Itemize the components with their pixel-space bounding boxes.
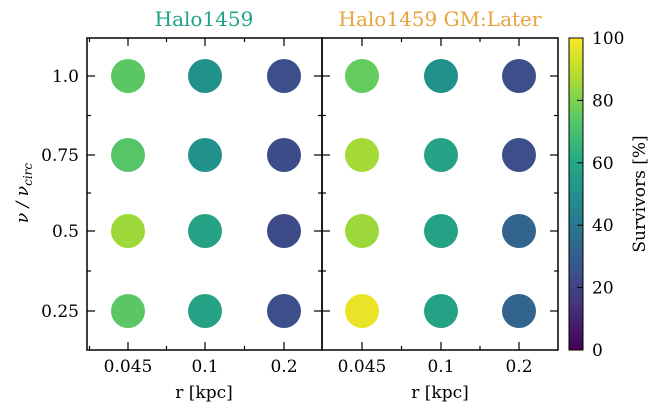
y-tick-label: 1.0	[52, 67, 79, 87]
data-point	[424, 59, 458, 93]
colorbar	[569, 38, 583, 350]
data-point	[188, 138, 222, 172]
chart-marks: 0.045 0.1 0.2 0.25 0.5 0.75 1.0 0.045 0.1 0.2	[41, 38, 558, 377]
data-point	[345, 214, 379, 248]
data-point	[502, 214, 536, 248]
x-tick-label: 0.2	[270, 357, 297, 377]
data-point	[345, 294, 379, 328]
data-point	[502, 294, 536, 328]
data-point	[188, 214, 222, 248]
colorbar-tick-label: 100	[592, 29, 624, 49]
y-tick-label: 0.25	[41, 302, 79, 322]
colorbar-tick-label: 40	[592, 216, 614, 236]
data-point	[424, 138, 458, 172]
data-point	[502, 138, 536, 172]
data-point	[424, 214, 458, 248]
colorbar-ticks: 0 20 40 60 80 100	[577, 29, 624, 361]
panel-2-title: Halo1459 GM:Later	[339, 7, 542, 31]
x-tick-label: 0.2	[505, 357, 532, 377]
data-point	[111, 59, 145, 93]
y-tick-label: 0.5	[52, 222, 79, 242]
data-point	[111, 138, 145, 172]
panel-1-x-axis-label: r [kpc]	[175, 383, 233, 403]
data-point	[188, 294, 222, 328]
data-point	[345, 59, 379, 93]
colorbar-label: Survivors [%]	[630, 135, 650, 252]
y-tick-label: 0.75	[41, 146, 79, 166]
colorbar-tick-label: 20	[592, 279, 614, 299]
data-point	[424, 294, 458, 328]
x-tick-label: 0.1	[427, 357, 454, 377]
panel-1-title: Halo1459	[155, 7, 254, 31]
data-point	[267, 294, 301, 328]
x-tick-label: 0.045	[338, 357, 387, 377]
panel-2-x-axis-label: r [kpc]	[411, 383, 469, 403]
x-tick-label: 0.045	[104, 357, 153, 377]
data-point	[111, 294, 145, 328]
data-point	[111, 214, 145, 248]
data-point	[502, 59, 536, 93]
colorbar-tick-label: 0	[592, 341, 603, 361]
data-point	[188, 59, 222, 93]
colorbar-tick-label: 60	[592, 154, 614, 174]
data-point	[345, 138, 379, 172]
colorbar-tick-label: 80	[592, 91, 614, 111]
data-point	[267, 138, 301, 172]
x-tick-label: 0.1	[191, 357, 218, 377]
data-point	[267, 214, 301, 248]
data-point	[267, 59, 301, 93]
y-axis-label: ν / νcirc	[13, 163, 35, 224]
